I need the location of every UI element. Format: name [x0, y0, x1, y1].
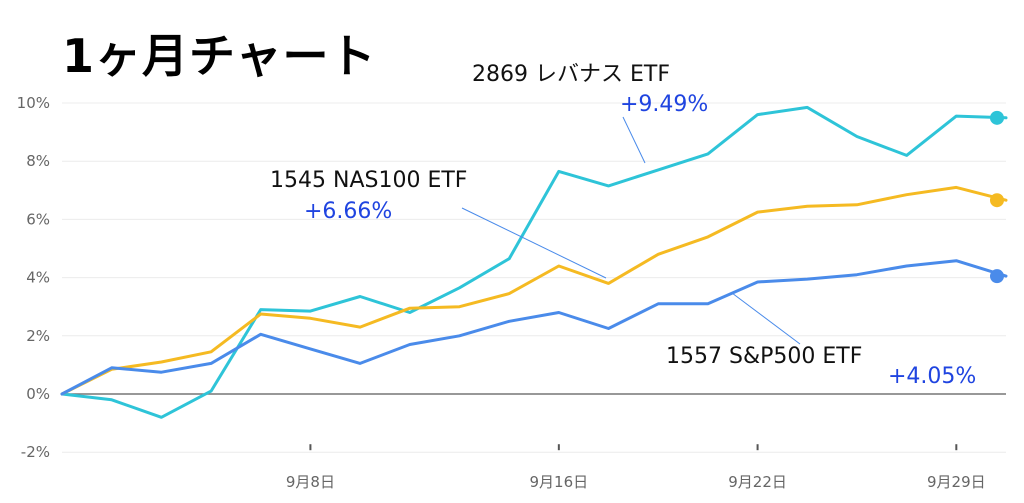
axis-layer: 10% 8% 6% 4% 2% 0% -2% 9月8日 9月16日 9月22日 9月29日 — [17, 94, 986, 491]
series-line-0 — [60, 105, 1008, 419]
y-tick-label: -2% — [21, 443, 50, 461]
series-end-marker-1 — [990, 193, 1004, 208]
label-layer: 2869 レバナス ETF +9.49% 1545 NAS100 ETF +6.66%… — [270, 62, 976, 389]
series-line-2 — [60, 259, 1008, 396]
series-return-label-2: +4.05% — [888, 364, 976, 389]
series-name-label-0: 2869 レバナス ETF — [472, 62, 670, 87]
series-layer — [60, 105, 1008, 419]
series-return-label-0: +9.49% — [620, 92, 708, 117]
series-return-label-1: +6.66% — [304, 199, 392, 224]
series-name-label-1: 1545 NAS100 ETF — [270, 168, 467, 193]
x-tick-label: 9月16日 — [530, 473, 589, 491]
y-tick-label: 10% — [17, 94, 50, 112]
x-tick-label: 9月8日 — [286, 473, 335, 491]
y-tick-label: 0% — [26, 385, 50, 403]
series-line-1 — [60, 185, 1008, 396]
chart-title: 1ヶ月チャート — [62, 29, 377, 83]
callout-leader-2 — [731, 292, 801, 345]
y-tick-label: 4% — [26, 269, 50, 287]
callout-leader-1 — [461, 207, 607, 279]
grid-layer — [62, 102, 1006, 453]
y-tick-label: 6% — [26, 210, 50, 228]
x-tick-label: 9月29日 — [927, 473, 986, 491]
series-end-marker-2 — [990, 269, 1004, 284]
y-tick-label: 8% — [26, 152, 50, 170]
y-tick-label: 2% — [26, 327, 50, 345]
x-tick-label: 9月22日 — [728, 473, 787, 491]
callout-leader-0 — [622, 116, 646, 164]
series-end-marker-0 — [990, 110, 1004, 125]
series-name-label-2: 1557 S&P500 ETF — [666, 344, 862, 369]
